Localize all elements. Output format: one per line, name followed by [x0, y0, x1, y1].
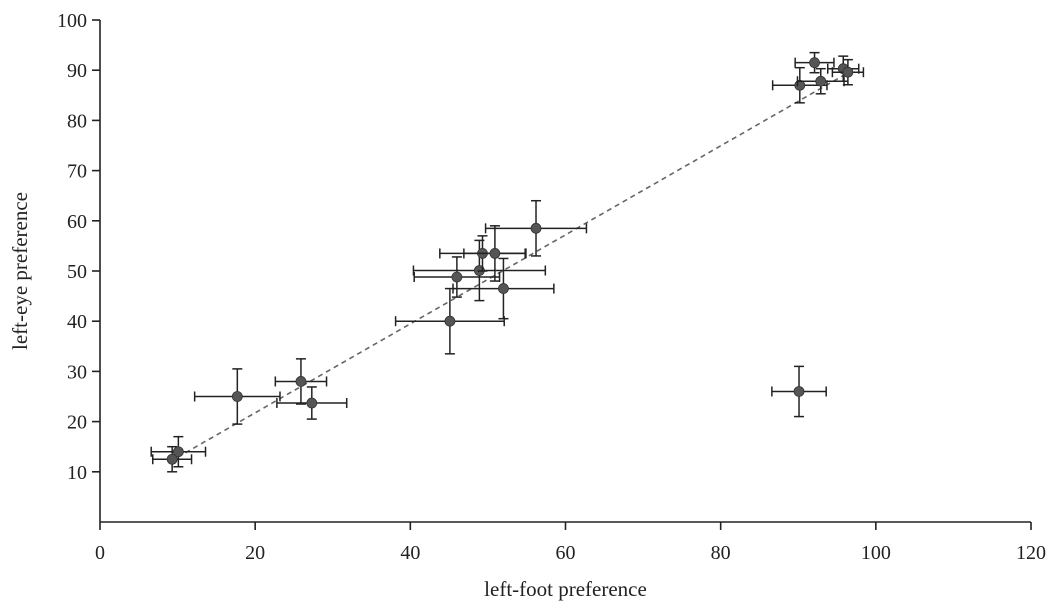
data-point — [498, 283, 509, 294]
x-tick-label: 0 — [95, 542, 105, 564]
data-point-group — [463, 225, 527, 282]
x-axis-title: left-foot preference — [484, 577, 647, 601]
axis-ticks: 0 20 40 60 80 100 120 10 20 30 40 50 60 70 80 90 100 — [57, 10, 1046, 564]
x-tick-label: 40 — [400, 542, 420, 564]
x-tick-label: 20 — [245, 542, 265, 564]
data-point — [231, 391, 243, 402]
data-point — [842, 66, 854, 78]
data-point — [172, 446, 184, 458]
y-tick-label: 60 — [67, 211, 87, 233]
data-point — [306, 397, 318, 409]
x-tick-label: 80 — [711, 542, 731, 564]
data-point — [451, 271, 463, 283]
data-point-group — [413, 256, 501, 298]
data-point — [815, 75, 827, 87]
data-point-group — [193, 368, 281, 425]
x-tick-label: 120 — [1016, 542, 1046, 564]
x-tick-label: 60 — [556, 542, 576, 564]
data-point-group — [831, 58, 865, 86]
data-point-group — [150, 435, 207, 468]
data-point — [444, 315, 456, 327]
data-point — [793, 386, 805, 397]
y-tick-label: 40 — [67, 311, 87, 333]
y-tick-label: 70 — [67, 161, 87, 183]
y-tick-label: 20 — [67, 412, 87, 434]
data-point-group — [452, 257, 555, 320]
trendline — [169, 69, 853, 463]
y-tick-label: 80 — [67, 110, 87, 132]
data-point — [809, 57, 820, 69]
data-point — [489, 248, 501, 259]
data-points-layer — [150, 51, 865, 473]
data-point — [295, 376, 307, 387]
x-tick-label: 100 — [861, 542, 891, 564]
y-tick-label: 10 — [67, 462, 87, 484]
y-tick-label: 90 — [67, 60, 87, 82]
data-point — [166, 453, 178, 465]
y-tick-label: 100 — [57, 10, 87, 32]
y-axis-title: left-eye preference — [8, 192, 32, 350]
data-point-group — [152, 445, 193, 473]
y-tick-label: 30 — [67, 361, 87, 383]
data-point-group — [276, 386, 348, 420]
data-point-group — [771, 365, 827, 418]
data-point-group — [274, 358, 328, 405]
data-point-group — [394, 287, 505, 355]
data-point-group — [794, 51, 835, 74]
data-point-group — [484, 199, 588, 257]
trendline-layer — [169, 69, 853, 463]
y-tick-label: 50 — [67, 261, 87, 283]
data-point — [530, 222, 542, 234]
axes — [99, 20, 1031, 523]
